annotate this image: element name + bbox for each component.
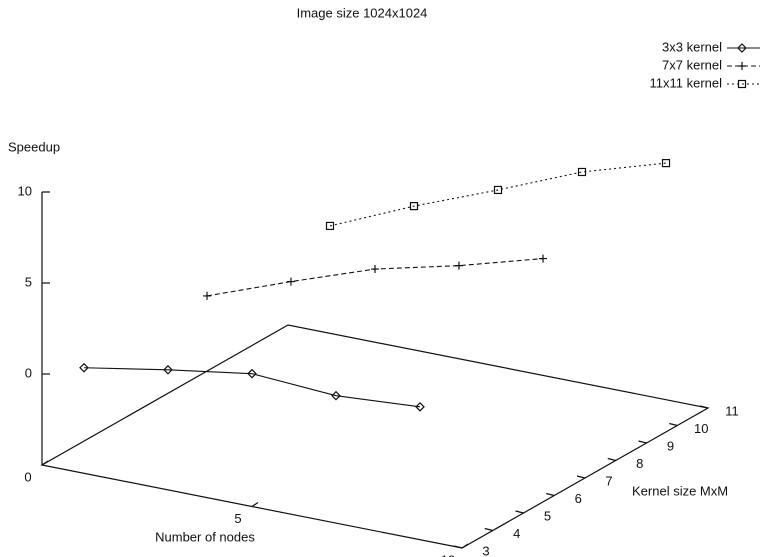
x-tick-label: 10 [441, 552, 455, 557]
y-tick-label: 10 [694, 421, 708, 436]
marker [737, 43, 747, 53]
marker [163, 364, 173, 375]
marker [493, 185, 503, 195]
y-tick [699, 405, 709, 409]
marker [661, 159, 671, 168]
x-axis-label: Number of nodes [155, 529, 255, 544]
z-axis-label: Speedup [8, 139, 60, 154]
series-line [83, 367, 421, 408]
marker [203, 291, 211, 300]
y-tick [607, 457, 616, 462]
x-tick [461, 543, 469, 549]
y-tick-label: 9 [667, 438, 674, 453]
marker [539, 254, 547, 263]
marker [79, 362, 89, 373]
marker [409, 202, 419, 211]
legend-label: 3x3 kernel [662, 39, 722, 54]
marker [577, 167, 587, 177]
y-tick [669, 422, 678, 427]
marker [738, 62, 746, 70]
y-tick-label: 5 [544, 508, 551, 523]
marker [287, 277, 295, 286]
z-tick-label: 10 [18, 183, 32, 198]
y-tick-label: 7 [605, 473, 612, 488]
z-tick-label: 5 [25, 274, 32, 289]
series-line [329, 162, 667, 227]
y-tick-label: 4 [513, 526, 520, 541]
x-tick [251, 502, 259, 507]
base-plane [40, 324, 710, 549]
x-tick-label: 0 [24, 469, 31, 484]
y-tick [453, 545, 463, 549]
y-tick [546, 492, 555, 497]
marker [325, 221, 335, 231]
marker [331, 390, 341, 401]
marker [737, 79, 747, 89]
series-line [206, 258, 544, 297]
y-axis-label: Kernel size MxM [632, 483, 728, 498]
y-tick-label: 8 [636, 456, 643, 471]
legend-label: 7x7 kernel [662, 57, 722, 72]
chart-title: Image size 1024x1024 [297, 5, 428, 20]
x-tick [41, 460, 49, 466]
marker [371, 265, 379, 274]
marker [415, 401, 425, 412]
y-tick-label: 11 [725, 403, 739, 418]
x-tick-label: 5 [234, 511, 241, 526]
z-tick-label: 0 [25, 365, 32, 380]
y-tick [576, 475, 586, 479]
marker [247, 368, 257, 379]
marker [455, 261, 463, 270]
y-tick [515, 510, 524, 514]
y-tick-label: 6 [575, 491, 582, 506]
y-tick [638, 440, 647, 444]
legend-label: 11x11 kernel [649, 75, 722, 90]
y-tick-label: 3 [482, 543, 489, 557]
y-tick [484, 527, 493, 532]
